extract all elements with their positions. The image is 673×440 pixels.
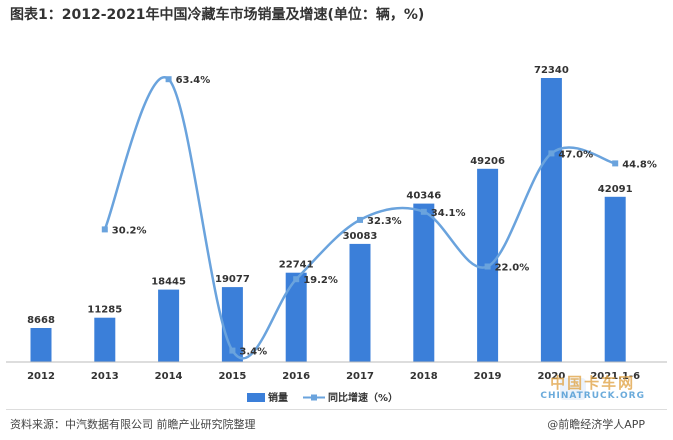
watermark-logo-icon xyxy=(560,378,586,400)
footer-divider xyxy=(6,409,667,410)
legend-bar-label: 销量 xyxy=(268,391,288,404)
growth-point-2013 xyxy=(101,226,108,233)
growth-value-label: 30.2% xyxy=(112,225,147,236)
growth-point-2015 xyxy=(229,347,236,354)
bar-2012 xyxy=(30,328,52,362)
bar-2017 xyxy=(349,243,371,362)
growth-value-label: 19.2% xyxy=(303,275,338,286)
bar-2013 xyxy=(94,317,116,362)
growth-point-2016 xyxy=(293,276,300,283)
x-tick-label: 2020 xyxy=(537,371,565,382)
growth-value-label: 47.0% xyxy=(558,149,593,160)
x-tick-label: 2013 xyxy=(91,371,119,382)
growth-value-label: 34.1% xyxy=(431,208,466,219)
bar-value-label: 30083 xyxy=(343,231,378,242)
growth-point-2017 xyxy=(357,216,363,223)
growth-point-2021.1-6 xyxy=(612,160,619,167)
source-note: 资料来源：中汽数据有限公司 前瞻产业研究院整理 xyxy=(10,418,256,431)
growth-point-2020 xyxy=(548,150,555,157)
legend: 销量 同比增速（%） xyxy=(247,391,398,404)
bar-value-label: 72340 xyxy=(534,65,569,76)
bar-value-label: 19077 xyxy=(215,274,250,285)
legend-line-label: 同比增速（%） xyxy=(328,391,398,404)
growth-point-2019 xyxy=(484,263,491,270)
x-tick-label: 2015 xyxy=(218,371,246,382)
bar-2018 xyxy=(413,203,435,362)
growth-value-label: 22.0% xyxy=(495,263,530,274)
legend-bar-swatch xyxy=(247,393,265,402)
bar-value-label: 40346 xyxy=(406,191,441,202)
bar-2020 xyxy=(540,78,562,362)
growth-value-label: 63.4% xyxy=(176,75,211,86)
growth-point-2014 xyxy=(165,76,172,83)
watermark-en: CHINATRUCK.ORG xyxy=(540,390,645,401)
growth-value-label: 3.4% xyxy=(239,347,267,358)
bar-value-label: 22741 xyxy=(279,260,314,271)
chinatruck-watermark: 中国卡车网 CHINATRUCK.ORG xyxy=(540,374,645,401)
brand-credit: @前瞻经济学人APP xyxy=(547,418,645,431)
x-tick-label: 2016 xyxy=(282,371,310,382)
bar-value-label: 18445 xyxy=(151,277,186,288)
x-tick-label: 2018 xyxy=(410,371,438,382)
bar-2016 xyxy=(285,272,307,362)
x-tick-label: 2014 xyxy=(155,371,183,382)
growth-point-2018 xyxy=(420,208,427,215)
growth-value-label: 44.8% xyxy=(622,159,657,170)
x-tick-label: 2012 xyxy=(27,371,55,382)
x-tick-label: 2021.1-6 xyxy=(590,371,640,382)
bar-value-label: 11285 xyxy=(87,305,122,316)
bar-value-label: 49206 xyxy=(470,156,505,167)
bar-2015 xyxy=(221,287,243,362)
bar-value-label: 8668 xyxy=(27,315,55,326)
bar-2021.1-6 xyxy=(604,196,626,362)
chart-title: 图表1：2012-2021年中国冷藏车市场销量及增速(单位：辆，%) xyxy=(10,7,425,23)
bar-value-label: 42091 xyxy=(598,184,633,195)
legend-line-marker xyxy=(311,394,317,401)
bar-2014 xyxy=(158,289,180,362)
x-tick-label: 2017 xyxy=(346,371,374,382)
growth-rate-line xyxy=(103,76,616,360)
watermark-cn: 中国卡车网 xyxy=(550,374,636,392)
growth-value-label: 32.3% xyxy=(367,216,402,227)
x-tick-label: 2019 xyxy=(474,371,502,382)
